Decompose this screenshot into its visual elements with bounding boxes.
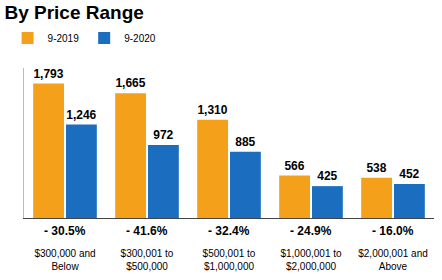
svg-text:1,665: 1,665 [115, 76, 145, 90]
svg-text:$500,001 to$1,000,000: $500,001 to$1,000,000 [203, 248, 256, 272]
svg-text:9-2020: 9-2020 [124, 33, 156, 44]
svg-text:9-2019: 9-2019 [48, 33, 80, 44]
svg-text:$2,000,001 andAbove: $2,000,001 andAbove [358, 248, 428, 272]
svg-text:1,793: 1,793 [33, 67, 63, 81]
svg-text:- 41.6%: - 41.6% [126, 224, 168, 238]
svg-text:By Price Range: By Price Range [4, 2, 143, 23]
svg-text:$300,000 andBelow: $300,000 andBelow [34, 248, 95, 272]
svg-text:- 24.9%: - 24.9% [290, 224, 332, 238]
svg-text:1,310: 1,310 [197, 103, 227, 117]
svg-text:- 16.0%: - 16.0% [372, 224, 414, 238]
svg-text:1,246: 1,246 [66, 108, 96, 122]
svg-text:$1,000,001 to$2,000,000: $1,000,001 to$2,000,000 [280, 248, 342, 272]
svg-text:885: 885 [235, 135, 255, 149]
svg-text:- 32.4%: - 32.4% [208, 224, 250, 238]
svg-text:538: 538 [366, 161, 386, 175]
svg-text:972: 972 [153, 128, 173, 142]
svg-text:452: 452 [399, 167, 419, 181]
svg-text:425: 425 [317, 169, 337, 183]
svg-text:$300,001 to$500,000: $300,001 to$500,000 [121, 248, 174, 272]
svg-text:566: 566 [284, 159, 304, 173]
svg-text:- 30.5%: - 30.5% [44, 224, 86, 238]
